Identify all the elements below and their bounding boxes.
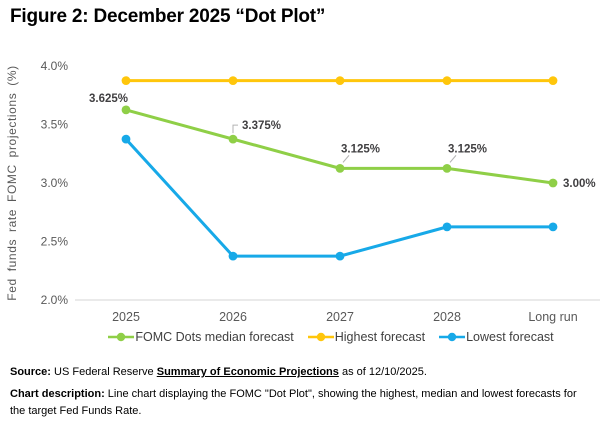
data-point [121,134,131,144]
label-leader-line [342,155,350,163]
data-point [121,76,131,86]
legend-label: FOMC Dots median forecast [135,330,294,344]
chart-description-label: Chart description: [10,388,105,400]
data-point [548,76,558,86]
data-point-label: 3.625% [89,93,128,105]
dot-plot-chart: 4.0% 3.5% 3.0% 2.5% 2.0% Fed funds rate FOMC … [5,59,600,324]
data-point [228,134,238,144]
data-point [442,163,452,173]
x-tick-label: 2028 [433,310,461,324]
y-tick-label: 3.0% [41,176,69,190]
figure-title: Figure 2: December 2025 “Dot Plot” [10,6,326,27]
data-point-label: 3.375% [242,120,281,132]
data-point-label: 3.00% [563,178,596,190]
x-tick-label: 2026 [219,310,247,324]
y-tick-label: 4.0% [41,59,69,73]
data-point [442,222,452,232]
series-line-lowest-forecast [124,137,555,258]
chart-legend: FOMC Dots median forecast Highest forecas… [0,330,604,344]
data-point [335,76,345,86]
legend-marker-icon [439,332,466,342]
data-point [442,76,452,86]
x-tick-label: 2027 [326,310,354,324]
data-point [548,222,558,232]
data-point [335,251,345,261]
chart-description-text: Line chart displaying the FOMC "Dot Plot… [10,388,577,417]
y-tick-label: 2.0% [41,293,69,307]
legend-item-highest-forecast: Highest forecast [307,330,426,344]
data-point-label: 3.125% [341,143,380,155]
legend-marker-icon [307,332,334,342]
source-label: Source: [10,366,51,378]
data-point-label: 3.125% [448,143,487,155]
source-link[interactable]: Summary of Economic Projections [156,366,339,378]
legend-item-lowest-forecast: Lowest forecast [439,330,554,344]
y-tick-label: 2.5% [41,235,69,249]
label-leader-line [449,155,457,163]
legend-label: Highest forecast [334,330,426,344]
y-axis-title: Fed funds rate FOMC projections (%) [5,65,19,300]
label-leader-line [232,124,238,134]
chart-description: Chart description: Line chart displaying… [10,386,592,419]
data-point [548,178,558,188]
data-point [228,251,238,261]
source-note: Source: US Federal Reserve Summary of Ec… [10,364,592,381]
data-point [335,163,345,173]
data-point [121,105,131,115]
data-point [228,76,238,86]
y-tick-label: 3.5% [41,118,69,132]
source-text: US Federal Reserve [50,366,157,378]
x-tick-label: Long run [528,310,577,324]
legend-marker-icon [108,332,135,342]
x-tick-label: 2025 [112,310,140,324]
legend-item-fomc-dots-median-forecast: FOMC Dots median forecast [108,330,294,344]
legend-label: Lowest forecast [466,330,554,344]
source-suffix: as of 12/10/2025. [338,366,427,378]
